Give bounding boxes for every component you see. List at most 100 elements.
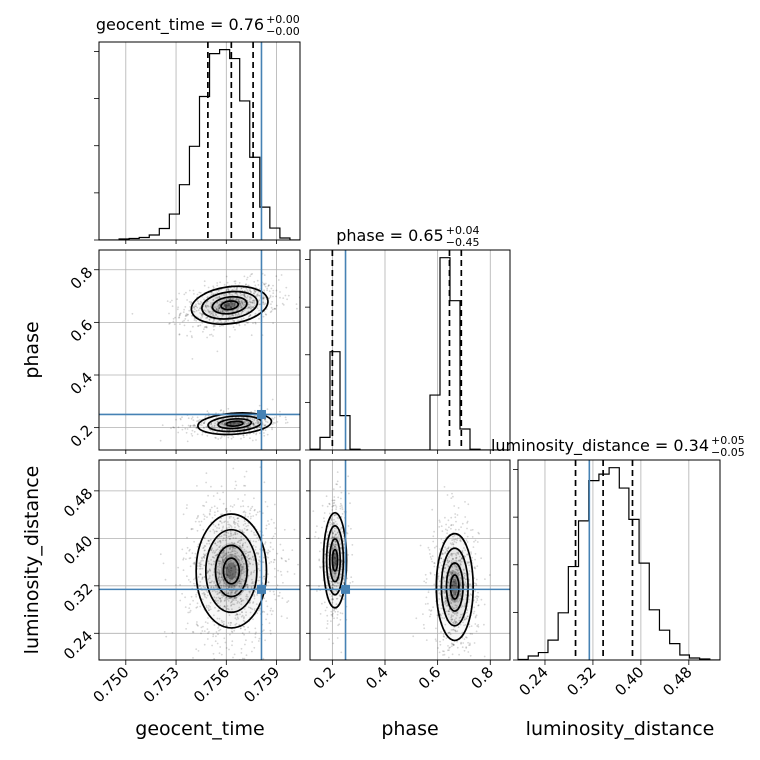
- sample-point: [229, 316, 232, 318]
- sample-point: [196, 517, 198, 520]
- sample-point: [474, 590, 476, 592]
- sample-point: [233, 542, 236, 544]
- sample-point: [216, 617, 219, 620]
- sample-point: [216, 305, 219, 308]
- sample-point: [206, 572, 209, 574]
- sample-point: [186, 334, 189, 337]
- sample-point: [445, 610, 447, 613]
- sample-point: [196, 606, 199, 608]
- sample-point: [219, 319, 222, 322]
- sample-point: [205, 472, 208, 475]
- sample-point: [455, 520, 457, 523]
- sample-point: [212, 298, 215, 301]
- sample-point: [203, 422, 206, 425]
- sample-point: [223, 586, 225, 588]
- sample-point: [201, 630, 204, 632]
- sample-point: [258, 309, 260, 312]
- y-axis-label-luminosity_distance: luminosity_distance: [21, 466, 43, 655]
- sample-point: [209, 575, 211, 577]
- sample-point: [469, 644, 471, 646]
- sample-point: [223, 294, 226, 297]
- sample-point: [458, 673, 460, 675]
- sample-point: [245, 434, 248, 436]
- sample-point: [448, 571, 451, 574]
- sample-point: [193, 561, 196, 564]
- sample-point: [335, 533, 337, 536]
- sample-point: [207, 309, 209, 311]
- sample-point: [434, 638, 437, 641]
- sample-point: [339, 572, 342, 575]
- sample-point: [451, 598, 454, 601]
- sample-point: [231, 591, 233, 594]
- y-tick-label-phase: 0.8: [67, 263, 97, 293]
- sample-point: [258, 569, 261, 572]
- sample-point: [163, 631, 166, 633]
- sample-point: [450, 614, 453, 616]
- sample-point: [218, 592, 221, 594]
- sample-point: [423, 627, 426, 630]
- sample-point: [244, 567, 247, 570]
- sample-point: [242, 599, 245, 602]
- sample-point: [242, 434, 245, 437]
- sample-point: [270, 607, 272, 610]
- sample-point: [210, 423, 213, 426]
- sample-point: [447, 547, 449, 550]
- sample-point: [211, 574, 214, 576]
- sample-point: [334, 536, 336, 538]
- sample-point: [463, 618, 466, 621]
- sample-point: [474, 623, 477, 625]
- sample-point: [439, 561, 441, 564]
- sample-point: [251, 578, 253, 581]
- sample-point: [229, 569, 232, 572]
- sample-point: [209, 313, 212, 316]
- sample-point: [226, 574, 229, 577]
- sample-point: [243, 633, 246, 636]
- sample-point: [464, 624, 467, 626]
- sample-point: [255, 546, 257, 548]
- sample-point: [467, 562, 470, 564]
- sample-point: [220, 576, 223, 579]
- sample-point: [483, 655, 486, 658]
- sample-point: [472, 546, 475, 548]
- sample-point: [249, 611, 252, 614]
- sample-point: [459, 577, 462, 579]
- contour-line: [322, 511, 348, 609]
- sample-point: [454, 621, 457, 623]
- sample-point: [442, 650, 444, 652]
- sample-point: [204, 595, 206, 598]
- sample-point: [453, 599, 456, 602]
- panel-frame: [309, 249, 511, 451]
- sample-point: [223, 303, 226, 306]
- x-axis-label-geocent_time: geocent_time: [135, 718, 264, 740]
- sample-point: [217, 309, 220, 312]
- sample-point: [464, 572, 467, 575]
- sample-point: [234, 521, 237, 524]
- histogram-bars-geocent_time: [99, 49, 300, 240]
- sample-point: [448, 556, 450, 558]
- sample-point: [250, 507, 253, 510]
- sample-point: [220, 529, 223, 532]
- sample-point: [218, 527, 221, 530]
- sample-point: [425, 581, 427, 584]
- sample-point: [189, 425, 192, 428]
- sample-point: [203, 518, 206, 520]
- sample-point: [262, 297, 265, 300]
- sample-point: [324, 609, 327, 612]
- sample-point: [207, 578, 210, 581]
- sample-point: [433, 562, 436, 565]
- sample-point: [248, 306, 251, 308]
- sample-point: [194, 556, 197, 559]
- sample-point: [449, 571, 452, 573]
- sample-point: [218, 546, 221, 548]
- sample-point: [333, 536, 336, 538]
- sample-point: [250, 573, 252, 576]
- sample-point: [205, 664, 207, 666]
- sample-point: [199, 573, 202, 575]
- sample-point: [452, 612, 455, 614]
- sample-point: [333, 617, 335, 620]
- sample-point: [238, 300, 241, 303]
- sample-point: [250, 515, 252, 518]
- sample-point: [198, 520, 201, 523]
- sample-point: [466, 541, 469, 543]
- sample-point: [241, 306, 244, 309]
